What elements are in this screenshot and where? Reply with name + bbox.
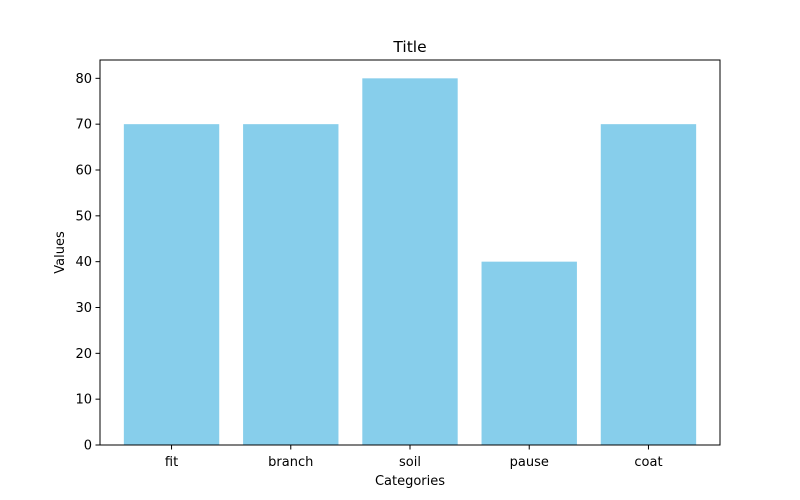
y-axis-label: Values (53, 231, 68, 274)
x-tick-label: branch (268, 455, 313, 470)
x-tick-label: coat (634, 455, 662, 470)
y-tick-label: 80 (75, 72, 92, 87)
y-tick-label: 30 (75, 301, 92, 316)
y-tick-label: 60 (75, 164, 92, 179)
x-tick-label: pause (510, 455, 549, 470)
x-tick-label: soil (399, 455, 421, 470)
y-tick-label: 40 (75, 255, 92, 270)
bar-soil (362, 78, 457, 445)
bar-branch (243, 124, 338, 445)
bar-pause (482, 262, 577, 445)
y-tick-label: 10 (75, 393, 92, 408)
y-tick-label: 70 (75, 118, 92, 133)
x-tick-label: fit (165, 455, 178, 470)
bars-layer (124, 78, 696, 445)
bar-fit (124, 124, 219, 445)
bar-coat (601, 124, 696, 445)
y-tick-label: 50 (75, 209, 92, 224)
x-axis-label: Categories (375, 474, 445, 489)
chart-title: Title (392, 38, 426, 56)
y-tick-label: 0 (84, 439, 92, 454)
y-tick-label: 20 (75, 347, 92, 362)
